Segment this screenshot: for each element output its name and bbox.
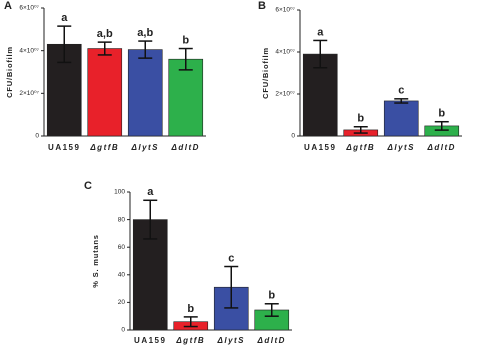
y-tick-label: 0 (291, 133, 295, 140)
significance-letter: a (61, 12, 68, 24)
x-tick-label: ΔgtfB (89, 143, 119, 152)
significance-letter: a (147, 186, 154, 198)
y-tick-label: 2×10⁰⁷ (19, 90, 39, 97)
y-tick-label: 6×10⁰⁷ (19, 5, 39, 12)
significance-letter: a,b (137, 27, 153, 39)
x-tick-label: ΔdltD (171, 143, 200, 152)
y-tick-label: 4×10⁰⁷ (19, 47, 39, 54)
x-tick-label: ΔlytS (130, 143, 159, 152)
y-axis-label: % S. mutans (91, 234, 100, 287)
x-tick-label: UA159 (134, 336, 166, 345)
y-tick-label: 40 (118, 272, 126, 279)
panel-label: B (258, 0, 266, 12)
x-tick-label: ΔdltD (257, 336, 286, 345)
bar (127, 49, 163, 137)
bar (168, 58, 204, 137)
panel-label: A (4, 0, 12, 12)
y-tick-label: 0 (35, 133, 39, 140)
x-tick-label: UA159 (304, 143, 336, 152)
significance-letter: b (357, 113, 364, 125)
x-tick-label: ΔdltD (427, 143, 456, 152)
y-axis-label: CFU/Biofilm (5, 46, 14, 98)
significance-letter: b (268, 290, 275, 302)
significance-letter: b (182, 34, 189, 46)
y-tick-label: 2×10⁰⁷ (275, 91, 295, 98)
y-tick-label: 0 (121, 327, 125, 334)
significance-letter: a (317, 26, 324, 38)
x-tick-label: ΔlytS (216, 336, 245, 345)
y-tick-label: 60 (118, 244, 126, 251)
x-tick-label: ΔlytS (386, 143, 415, 152)
significance-letter: b (187, 303, 194, 315)
bar (87, 48, 123, 137)
x-tick-label: ΔgtfB (345, 143, 375, 152)
significance-letter: a,b (97, 28, 113, 40)
significance-letter: c (228, 252, 234, 264)
y-tick-label: 80 (118, 216, 126, 223)
significance-letter: c (398, 85, 404, 97)
x-tick-label: ΔgtfB (175, 336, 205, 345)
bar (383, 100, 419, 137)
y-tick-label: 100 (114, 189, 125, 196)
x-tick-label: UA159 (48, 143, 80, 152)
y-tick-label: 20 (118, 299, 126, 306)
significance-letter: b (438, 108, 445, 120)
y-tick-label: 4×10⁰⁷ (275, 49, 295, 56)
y-axis-label: CFU/Biofilm (261, 47, 270, 99)
y-tick-label: 6×10⁰⁷ (275, 7, 295, 14)
panel-label: C (84, 180, 92, 192)
